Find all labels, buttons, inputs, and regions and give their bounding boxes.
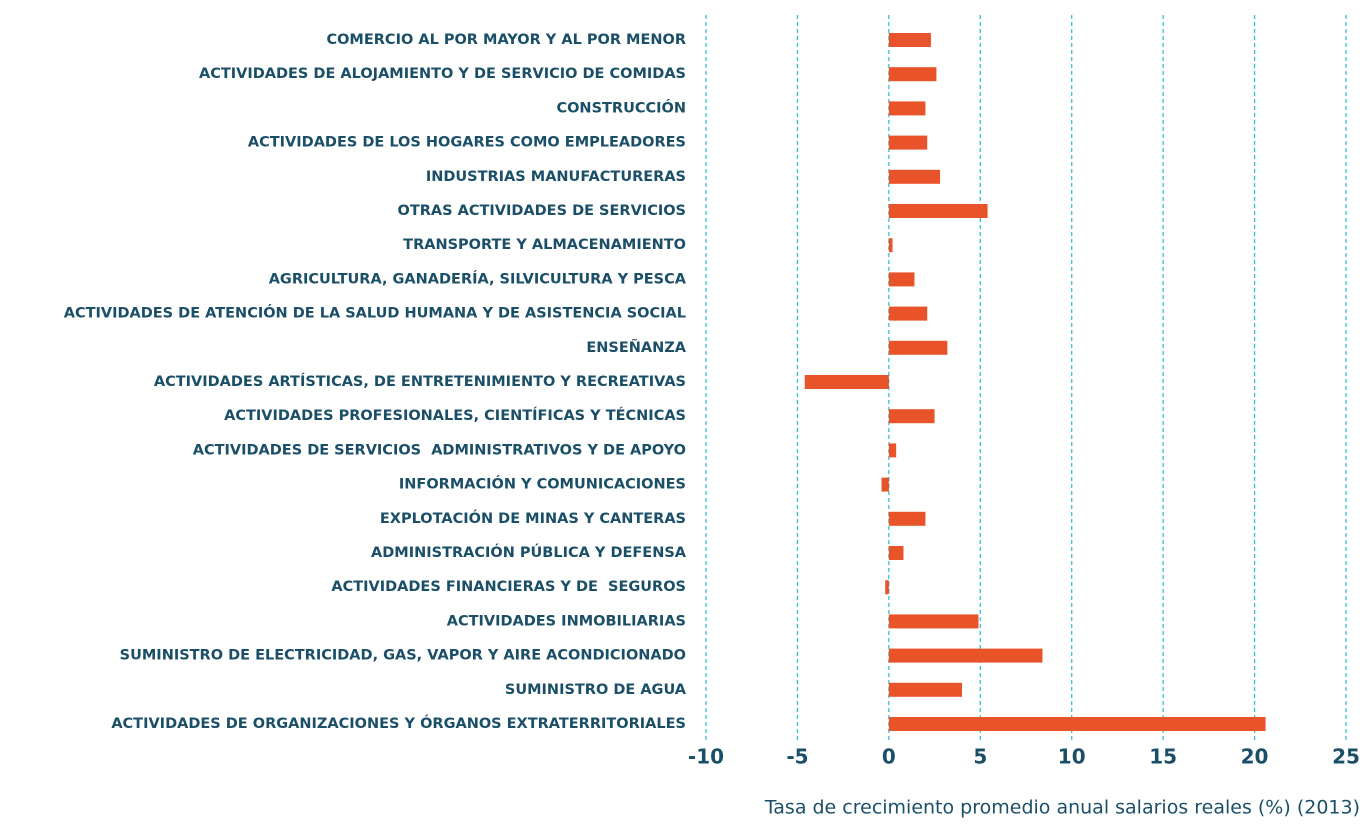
bar <box>885 580 889 595</box>
x-axis-label: Tasa de crecimiento promedio anual salar… <box>764 797 1360 819</box>
y-tick-label: INFORMACIÓN Y COMUNICACIONES <box>399 475 686 493</box>
y-tick-label: ACTIVIDADES INMOBILIARIAS <box>447 613 686 629</box>
x-tick-label: -10 <box>688 745 724 769</box>
y-tick-label: EXPLOTACIÓN DE MINAS Y CANTERAS <box>380 509 686 527</box>
bar <box>888 169 941 184</box>
y-tick-label: TRANSPORTE Y ALMACENAMIENTO <box>403 237 686 253</box>
y-tick-label: ADMINISTRACIÓN PÚBLICA Y DEFENSA <box>371 543 687 561</box>
bar <box>888 272 915 287</box>
bar <box>888 648 1043 663</box>
x-tick-label: 10 <box>1058 745 1086 769</box>
bar <box>888 101 926 116</box>
bar <box>804 375 889 389</box>
bar <box>888 511 926 526</box>
x-tick-label: 25 <box>1332 745 1360 769</box>
x-tick-label: 0 <box>882 745 896 769</box>
bar <box>888 340 948 355</box>
y-tick-label: SUMINISTRO DE ELECTRICIDAD, GAS, VAPOR Y… <box>120 648 686 664</box>
y-tick-label: ACTIVIDADES DE ALOJAMIENTO Y DE SERVICIO… <box>199 66 686 82</box>
y-tick-label: AGRICULTURA, GANADERÍA, SILVICULTURA Y P… <box>269 270 687 287</box>
y-tick-label: INDUSTRIAS MANUFACTURERAS <box>426 169 686 185</box>
bar <box>888 67 937 82</box>
bar <box>888 306 928 321</box>
bar <box>888 717 1266 731</box>
y-tick-label: CONSTRUCCIÓN <box>556 98 686 116</box>
y-tick-label: ACTIVIDADES DE ORGANIZACIONES Y ÓRGANOS … <box>111 714 686 732</box>
y-tick-label: SUMINISTRO DE AGUA <box>505 682 687 698</box>
y-tick-label: ACTIVIDADES PROFESIONALES, CIENTÍFICAS Y… <box>224 407 686 424</box>
bar <box>888 238 893 253</box>
y-tick-label: OTRAS ACTIVIDADES DE SERVICIOS <box>398 203 686 219</box>
x-tick-label: 20 <box>1241 745 1269 769</box>
x-tick-label: 15 <box>1149 745 1177 769</box>
y-tick-label: ACTIVIDADES ARTÍSTICAS, DE ENTRETENIMIEN… <box>154 373 686 390</box>
bar <box>888 409 935 424</box>
y-tick-label: ACTIVIDADES FINANCIERAS Y DE SEGUROS <box>331 579 686 595</box>
bar <box>881 477 889 492</box>
bar <box>888 443 897 458</box>
y-tick-label: ACTIVIDADES DE SERVICIOS ADMINISTRATIVOS… <box>193 442 686 458</box>
y-tick-label: COMERCIO AL POR MAYOR Y AL POR MENOR <box>326 32 686 48</box>
bar <box>888 546 904 560</box>
y-tick-label: ENSEÑANZA <box>586 339 686 356</box>
x-tick-label: 5 <box>973 745 987 769</box>
bar <box>888 682 962 697</box>
bar <box>888 614 979 629</box>
bar <box>888 135 928 150</box>
x-tick-label: -5 <box>786 745 808 769</box>
bar <box>888 33 931 47</box>
y-tick-label: ACTIVIDADES DE ATENCIÓN DE LA SALUD HUMA… <box>64 304 686 322</box>
bar <box>888 204 988 218</box>
y-tick-label: ACTIVIDADES DE LOS HOGARES COMO EMPLEADO… <box>248 135 686 151</box>
